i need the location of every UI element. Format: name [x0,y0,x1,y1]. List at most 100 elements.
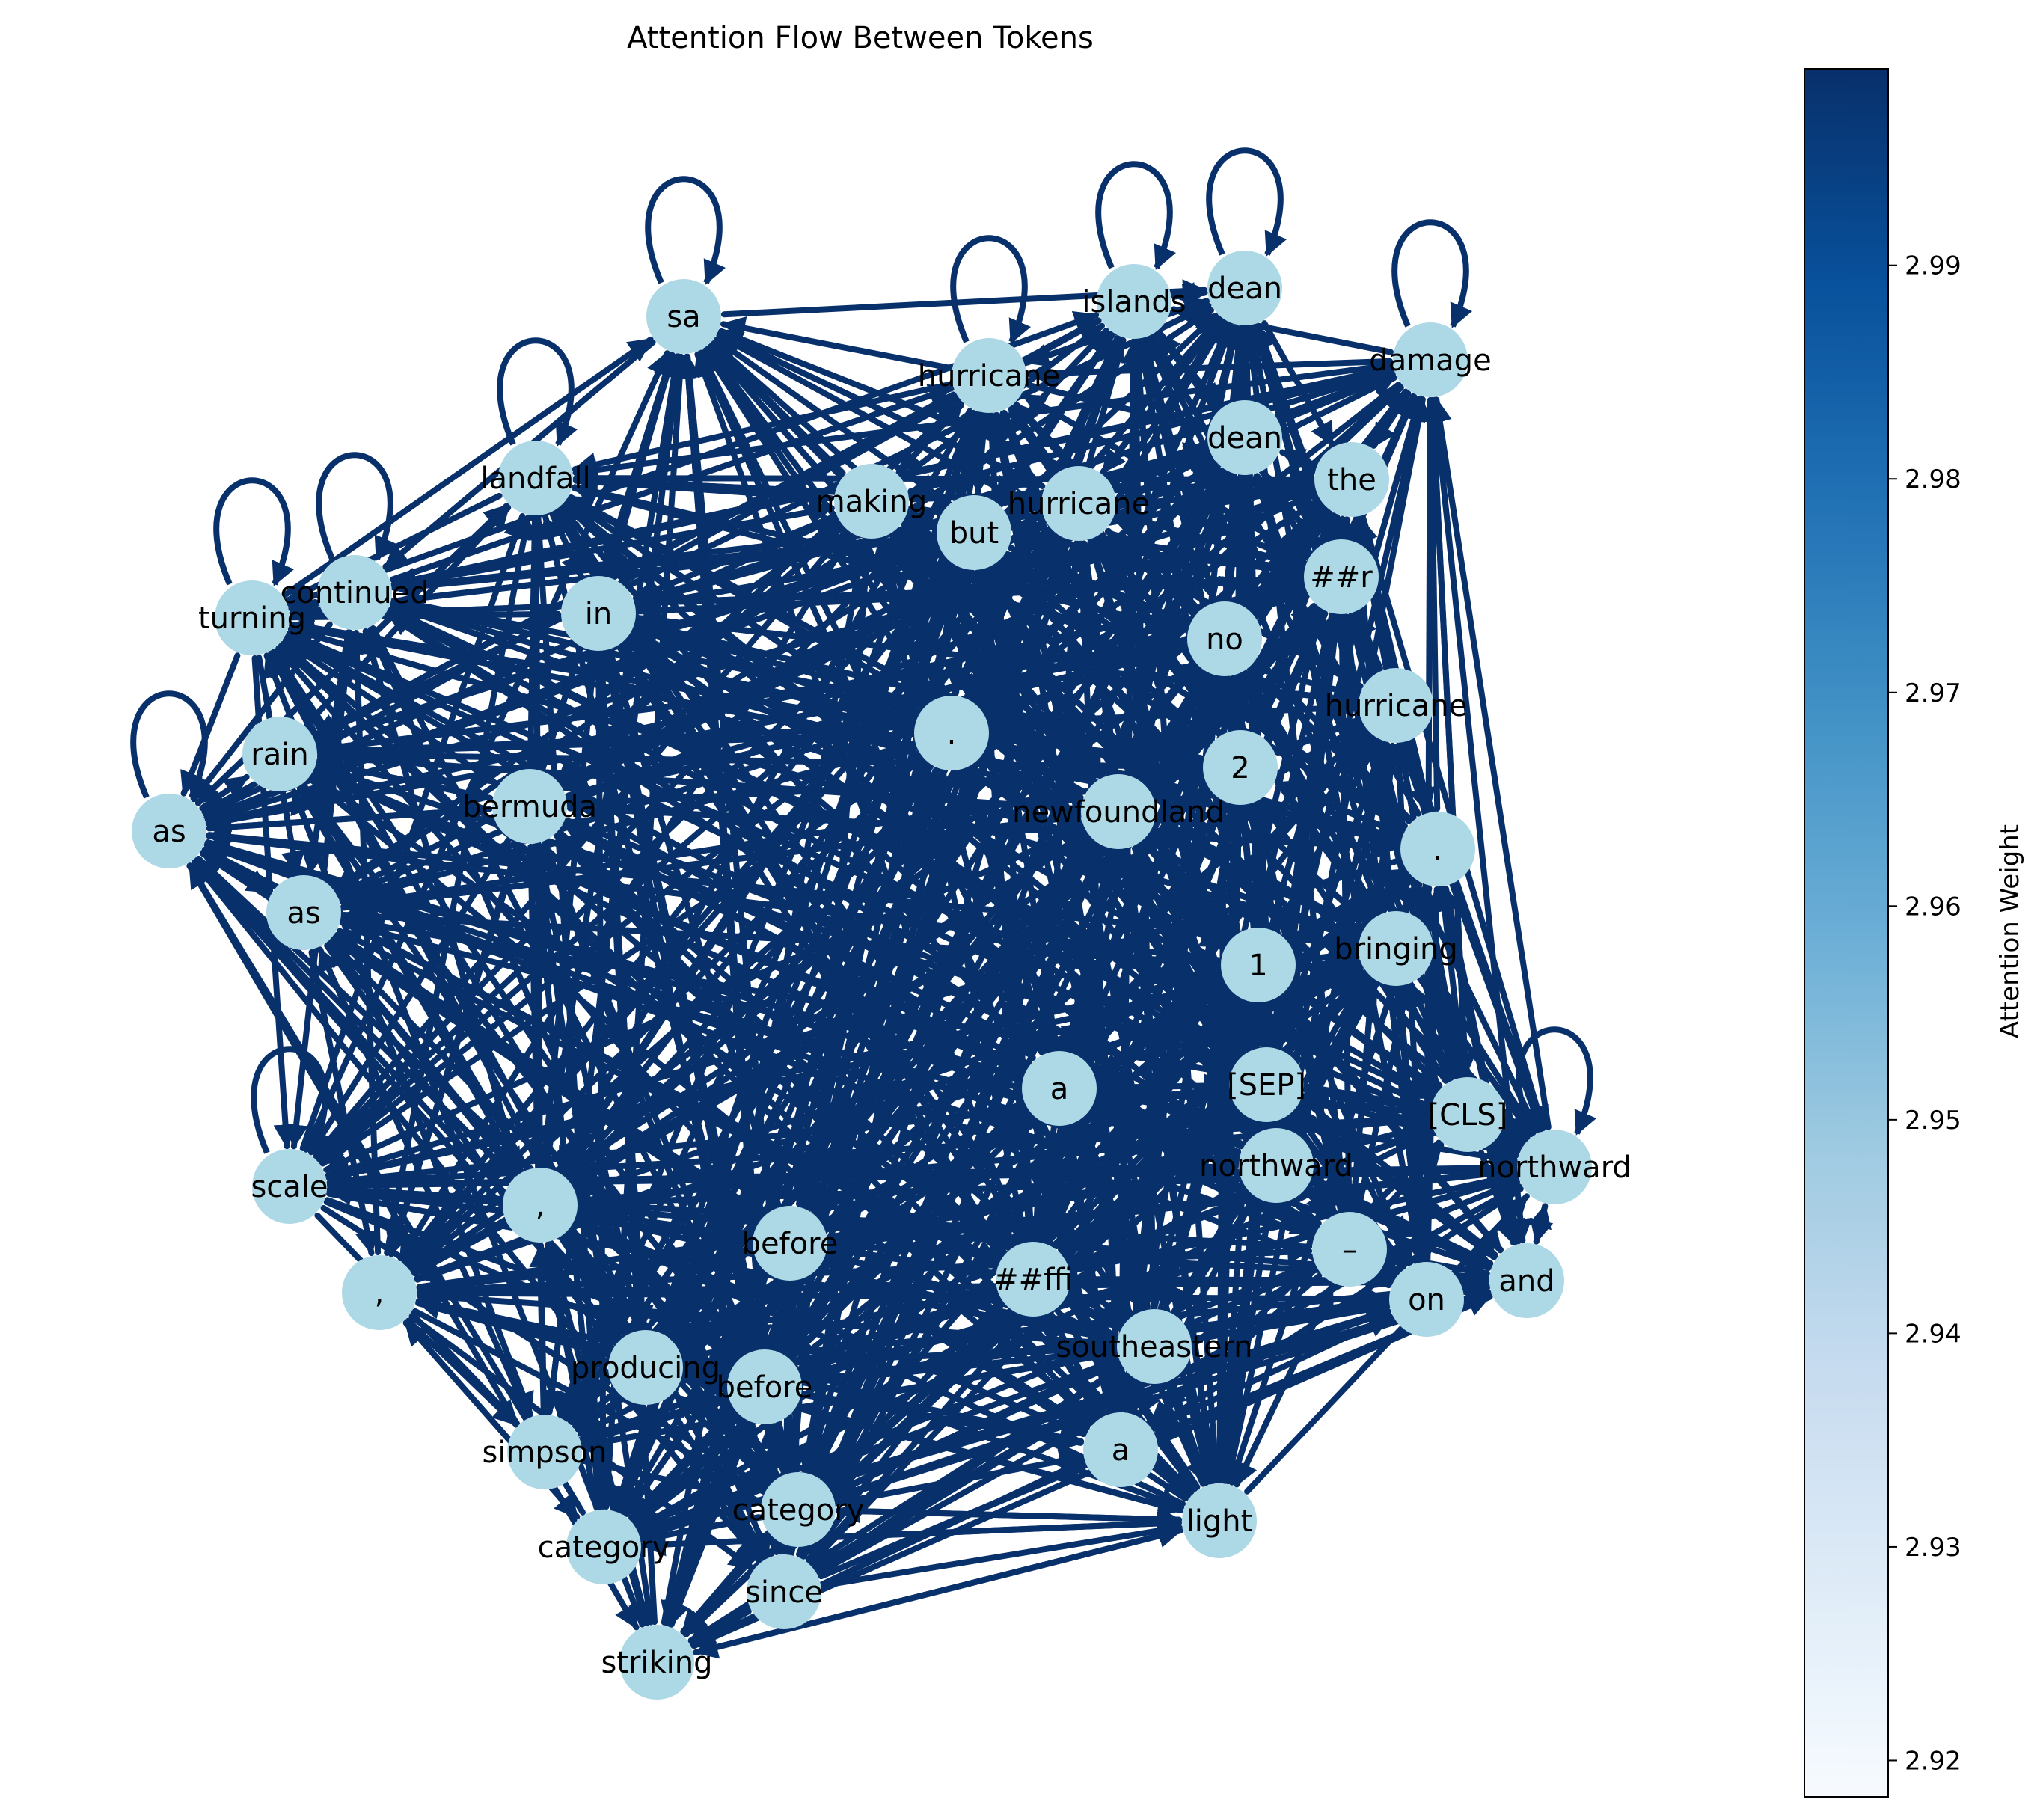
token-label: bringing [1334,932,1458,966]
token-node-circle [747,1554,821,1629]
token-node-hashr[interactable]: ##r [1304,539,1379,614]
token-node-dash[interactable]: – [1312,1212,1387,1287]
token-node-hurricane2[interactable]: hurricane [1008,466,1150,541]
token-node-in[interactable]: in [561,576,636,651]
token-node-period1[interactable]: . [914,696,989,770]
token-label: category [732,1493,865,1528]
token-label: . [1433,833,1443,867]
token-label: hurricane [918,359,1060,393]
token-node-continued[interactable]: continued [280,555,429,630]
edge-striking-to-sep [683,1109,1240,1637]
token-node-before1[interactable]: before [742,1206,839,1281]
token-node-as1[interactable]: as [132,794,206,868]
token-node-circle [1312,1212,1387,1287]
token-node-hashffi[interactable]: ##ffi [993,1242,1073,1317]
token-node-circle [1041,466,1116,541]
token-node-producing[interactable]: producing [571,1330,720,1405]
token-node-northward2[interactable]: northward [1477,1130,1632,1204]
token-node-circle [1489,1243,1564,1318]
token-node-bringing[interactable]: bringing [1334,911,1458,986]
token-node-sa[interactable]: sa [646,279,721,354]
token-label: dean [1207,272,1282,306]
token-label: northward [1199,1149,1353,1183]
token-node-comma1[interactable]: , [503,1168,578,1243]
token-label: dean [1207,421,1282,456]
token-node-as2[interactable]: as [266,875,341,950]
token-node-circle [619,1625,694,1700]
token-node-turning[interactable]: turning [198,580,306,655]
token-node-damage[interactable]: damage [1369,322,1492,397]
token-node-a2[interactable]: a [1083,1412,1158,1487]
token-node-simpson[interactable]: simpson [483,1415,607,1489]
token-label: but [949,516,999,551]
colorbar-tick-label: 2.96 [1905,892,1961,922]
token-node-comma2[interactable]: , [342,1255,417,1330]
token-node-circle [507,1415,582,1489]
token-node-two[interactable]: 2 [1203,730,1278,805]
token-node-circle [1517,1130,1592,1204]
colorbar-gradient [1804,68,1889,1798]
token-node-circle [1393,322,1468,397]
token-label: . [947,717,957,751]
edge-category2-to-as1 [187,862,586,1516]
token-node-northward1[interactable]: northward [1199,1128,1353,1203]
token-node-circle [1304,539,1379,614]
token-node-no[interactable]: no [1187,601,1262,676]
edge-on-to-dean1 [1243,325,1423,1263]
token-node-dean2[interactable]: dean [1207,400,1282,475]
self-loop-hurricane1 [950,235,1032,344]
token-node-landfall[interactable]: landfall [480,441,591,515]
edge-as1-to-rain [199,773,250,812]
token-node-but[interactable]: but [937,495,1011,570]
token-node-scale[interactable]: scale [251,1149,328,1224]
token-node-islands[interactable]: islands [1082,264,1186,339]
token-node-the[interactable]: the [1314,442,1389,517]
token-label: ##r [1310,560,1373,595]
edge-southeastern-to-damage [1162,396,1426,1311]
token-node-since[interactable]: since [745,1554,823,1629]
token-node-rain[interactable]: rain [242,717,317,791]
edge-cls-to-the [1351,516,1464,1078]
token-label: striking [601,1646,712,1680]
token-node-on[interactable]: on [1389,1262,1464,1337]
token-node-circle [1022,1051,1097,1126]
token-node-before2[interactable]: before [717,1349,813,1424]
edge-striking-to-making [661,538,872,1626]
token-label: hurricane [1008,487,1150,521]
token-label: the [1327,463,1376,497]
token-node-one[interactable]: 1 [1221,928,1296,1002]
token-label: newfoundland [1012,795,1225,830]
token-node-category2[interactable]: category [538,1510,670,1584]
token-node-sep[interactable]: [SEP] [1227,1047,1306,1122]
edge-striking-to-in [589,650,658,1626]
edge-and-to-northward2 [1528,1203,1552,1245]
token-node-period2[interactable]: . [1400,812,1475,886]
token-label: hurricane [1325,689,1467,723]
edge-northward1-to-damage [1281,396,1431,1129]
token-label: 1 [1249,949,1267,983]
token-node-and[interactable]: and [1489,1243,1564,1318]
token-node-light[interactable]: light [1182,1483,1257,1558]
token-node-circle [996,1242,1070,1317]
token-node-southeastern[interactable]: southeastern [1056,1309,1253,1384]
token-node-making[interactable]: making [816,464,928,539]
token-node-circle [266,875,341,950]
token-node-circle [566,1510,641,1584]
token-node-dean1[interactable]: dean [1207,251,1282,325]
token-node-striking[interactable]: striking [601,1625,713,1700]
token-node-category1[interactable]: category [732,1472,865,1547]
token-node-hurricane1[interactable]: hurricane [918,338,1060,413]
token-node-a1[interactable]: a [1022,1051,1097,1126]
edge-striking-to-bermuda [527,843,655,1626]
token-node-newfoundland[interactable]: newfoundland [1012,774,1225,849]
token-label: scale [251,1170,328,1204]
edge-making-to-sa [709,341,846,477]
edge-on-to-bringing [1389,985,1427,1263]
edge-hurricane1-to-sa [720,316,952,371]
edge-light-to-landfall [554,509,1201,1490]
token-node-bermuda[interactable]: bermuda [462,769,597,844]
token-node-cls[interactable]: [CLS] [1428,1077,1508,1152]
token-node-hurricane3[interactable]: hurricane [1325,668,1467,743]
self-loop-islands [1095,161,1177,270]
token-label: category [538,1531,670,1565]
